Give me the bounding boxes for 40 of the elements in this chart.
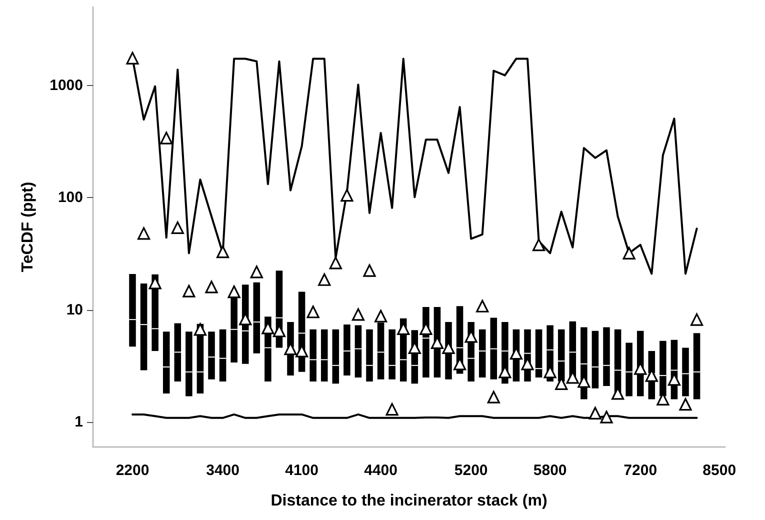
point [318,273,331,286]
point [137,227,150,240]
point [250,266,263,278]
point [679,398,692,411]
y-axis-title: TeCDF (ppt) [20,182,36,272]
x-axis-title: Distance to the incinerator stack (m) [270,492,548,510]
point [160,132,173,144]
y-tick-label: 10 [66,301,83,318]
x-tick-label: 4400 [364,462,398,479]
point [622,246,636,260]
point [690,313,704,326]
point [532,238,546,252]
point [171,221,184,234]
point [205,280,218,294]
y-tick-label: 1000 [50,76,83,94]
x-tick-label: 5200 [454,462,488,479]
point [306,306,320,318]
point [476,300,489,312]
x-tick-label: 2200 [116,462,150,479]
point [352,308,365,321]
point [363,264,376,277]
point [126,52,139,64]
point [386,403,398,416]
point [600,410,613,424]
point [194,323,207,336]
point [228,285,240,298]
y-tick-label: 100 [58,189,83,206]
x-tick-label: 4100 [285,462,318,479]
point [588,406,602,420]
x-tick-label: 7200 [624,462,658,479]
point [329,256,342,270]
y-tick-label: 1 [74,414,83,431]
x-tick-label: 8500 [702,462,736,479]
point [216,246,230,258]
point [182,284,196,298]
x-tick-label: 3400 [206,462,240,479]
x-tick-label: 5800 [533,462,567,479]
point [340,188,354,202]
point [374,310,388,322]
point [487,390,500,404]
